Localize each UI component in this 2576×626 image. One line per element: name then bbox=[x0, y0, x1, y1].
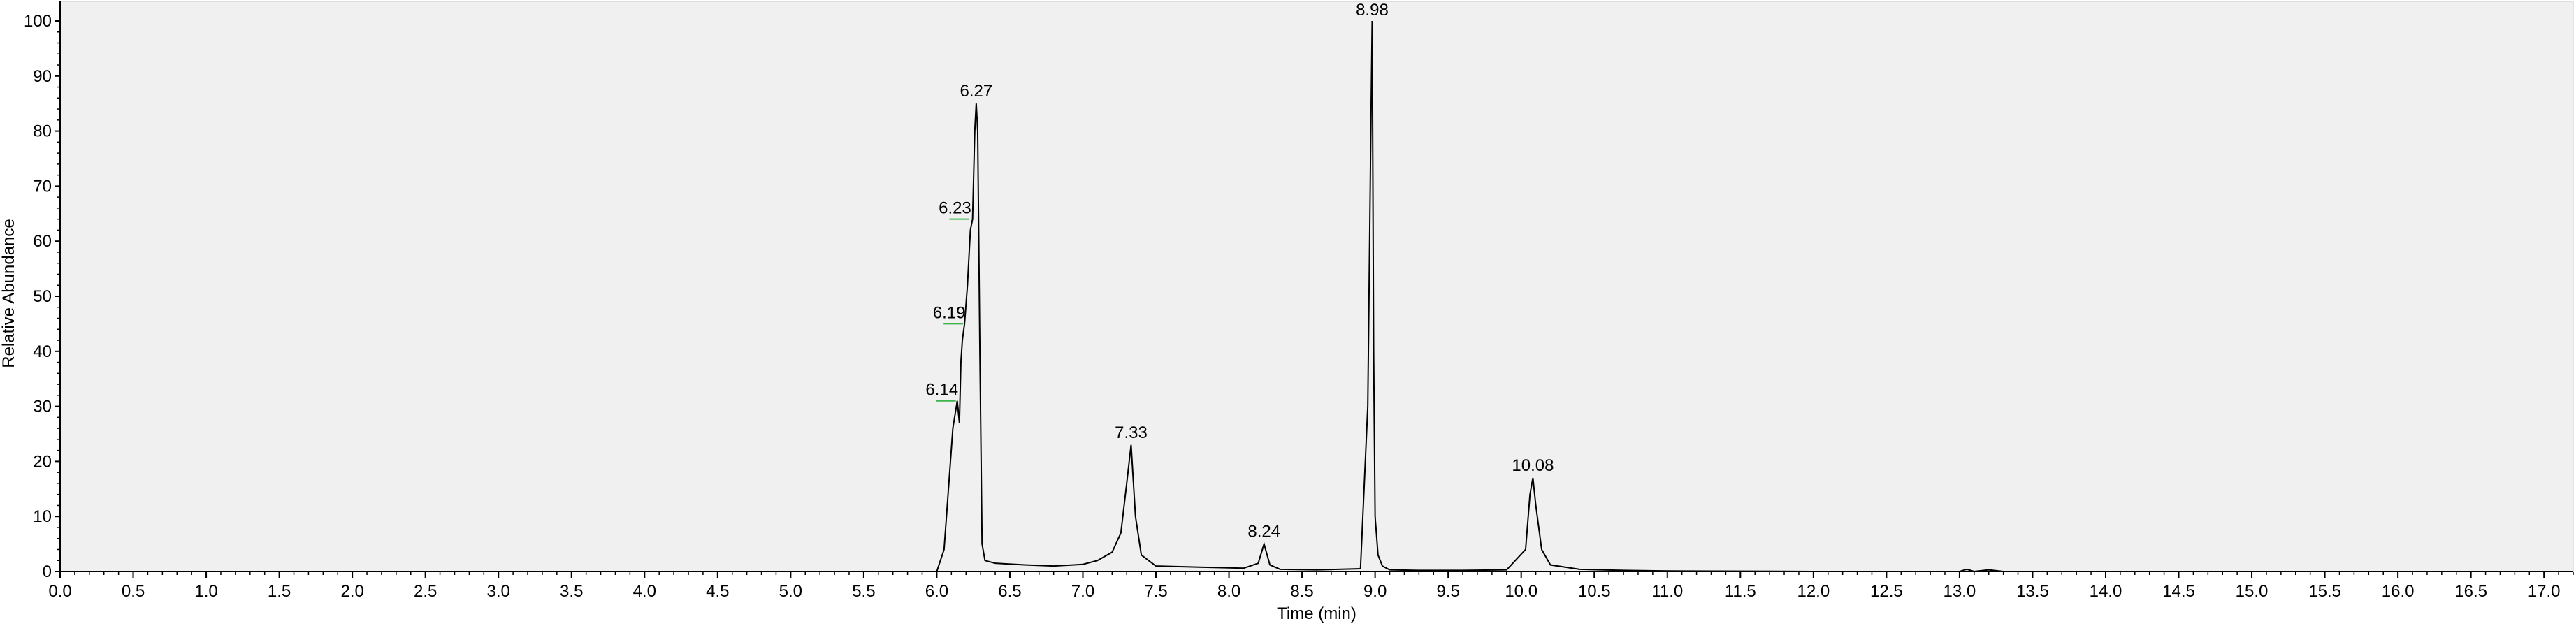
y-tick-label: 10 bbox=[33, 507, 52, 526]
x-tick-label: 14.5 bbox=[2162, 582, 2195, 601]
x-tick-label: 10.0 bbox=[1505, 582, 1537, 601]
x-tick-label: 5.0 bbox=[779, 582, 802, 601]
y-tick-label: 90 bbox=[33, 67, 52, 86]
peak-label: 6.14 bbox=[925, 381, 958, 400]
y-tick-label: 50 bbox=[33, 287, 52, 306]
peak-label: 6.23 bbox=[939, 199, 971, 218]
y-axis: 0 10 20 30 40 50 60 70 80 90 100 bbox=[24, 1, 61, 581]
y-tick-label: 20 bbox=[33, 452, 52, 471]
chromatogram-trace bbox=[60, 20, 2573, 573]
x-tick-label: 3.5 bbox=[560, 582, 583, 601]
peak-label: 10.08 bbox=[1512, 456, 1554, 475]
x-tick-label: 2.5 bbox=[414, 582, 437, 601]
x-tick-label: 1.0 bbox=[194, 582, 217, 601]
y-axis-title: Relative Abundance bbox=[0, 219, 18, 368]
x-tick-label: 5.5 bbox=[852, 582, 875, 601]
x-tick-label: 15.0 bbox=[2236, 582, 2269, 601]
x-tick-label: 7.5 bbox=[1144, 582, 1167, 601]
x-tick-label: 4.5 bbox=[706, 582, 729, 601]
y-tick-label: 70 bbox=[33, 177, 52, 196]
x-tick-label: 11.5 bbox=[1725, 582, 1756, 601]
peak-label: 7.33 bbox=[1115, 423, 1148, 442]
x-tick-label: 6.0 bbox=[925, 582, 948, 601]
x-tick-label: 4.0 bbox=[633, 582, 656, 601]
y-tick-label: 80 bbox=[33, 122, 52, 141]
x-tick-label: 8.0 bbox=[1217, 582, 1240, 601]
x-tick-label: 12.0 bbox=[1797, 582, 1830, 601]
x-tick-label: 1.5 bbox=[268, 582, 291, 601]
y-tick-label: 60 bbox=[33, 232, 52, 251]
peak-label: 6.19 bbox=[933, 303, 966, 322]
y-tick-label: 30 bbox=[33, 398, 52, 416]
x-tick-label: 17.0 bbox=[2528, 582, 2561, 601]
x-tick-label: 10.5 bbox=[1578, 582, 1611, 601]
plot-area bbox=[59, 1, 2574, 572]
x-tick-label: 16.0 bbox=[2382, 582, 2415, 601]
x-tick-label: 0.0 bbox=[48, 582, 71, 601]
x-tick-label: 2.0 bbox=[340, 582, 363, 601]
y-tick-label: 0 bbox=[43, 562, 52, 581]
x-tick-label: 16.5 bbox=[2454, 582, 2487, 601]
x-tick-label: 3.0 bbox=[487, 582, 510, 601]
peak-label: 8.98 bbox=[1356, 1, 1389, 20]
peak-labels: 6.27 6.23 6.19 6.14 7.33 8.24 8.98 10.08 bbox=[925, 1, 1554, 541]
x-tick-label: 15.5 bbox=[2308, 582, 2341, 601]
x-tick-label: 9.0 bbox=[1363, 582, 1387, 601]
x-tick-label: 13.0 bbox=[1944, 582, 1976, 601]
x-tick-label: 9.5 bbox=[1436, 582, 1459, 601]
x-tick-label: 13.5 bbox=[2016, 582, 2049, 601]
peak-label: 8.24 bbox=[1247, 523, 1280, 541]
x-tick-label: 12.5 bbox=[1870, 582, 1903, 601]
x-tick-label: 7.0 bbox=[1071, 582, 1094, 601]
x-tick-label: 11.0 bbox=[1651, 582, 1683, 601]
x-axis-title: Time (min) bbox=[1277, 604, 1356, 623]
x-tick-label: 14.0 bbox=[2090, 582, 2122, 601]
x-tick-label: 6.5 bbox=[998, 582, 1021, 601]
y-tick-label: 100 bbox=[24, 12, 52, 31]
x-tick-label: 8.5 bbox=[1290, 582, 1313, 601]
y-tick-label: 40 bbox=[33, 342, 52, 361]
x-tick-label: 0.5 bbox=[122, 582, 145, 601]
peak-label: 6.27 bbox=[960, 82, 993, 101]
